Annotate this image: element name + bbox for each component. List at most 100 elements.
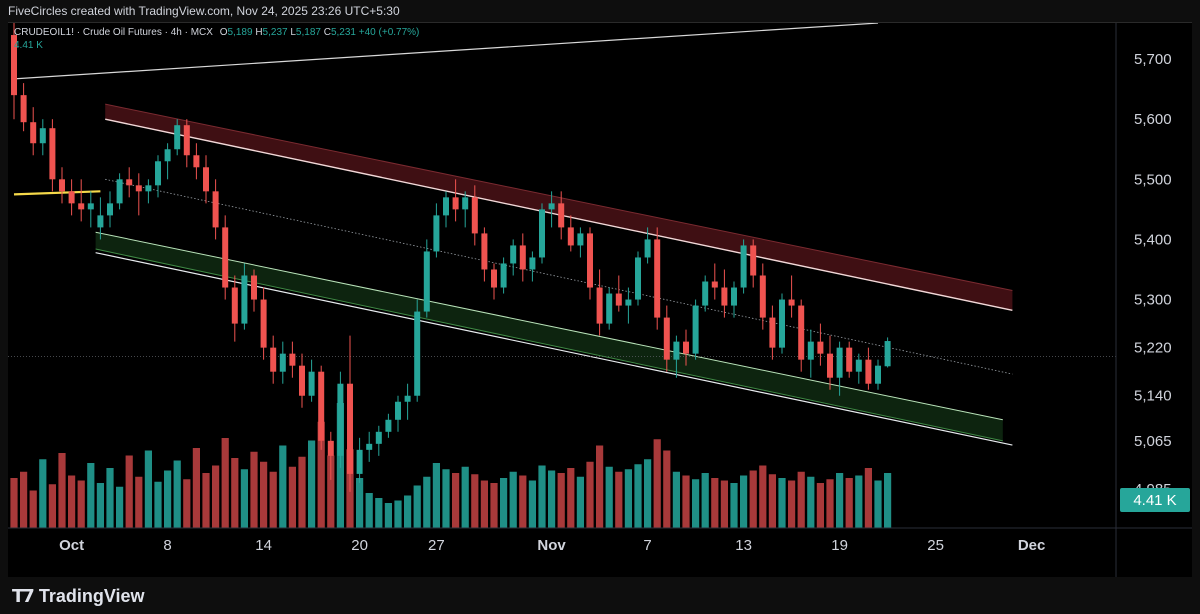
low-label: L [290, 27, 296, 38]
candle-body [183, 125, 190, 156]
volume-bar [788, 480, 796, 528]
candle-body [356, 449, 363, 474]
candle-body [567, 227, 574, 246]
candle-body [750, 245, 757, 276]
candle-body [491, 269, 497, 288]
candle-body [337, 383, 344, 456]
volume-bar [68, 475, 76, 528]
x-tick-label: 8 [163, 537, 171, 554]
y-tick-label: 5,220 [1134, 340, 1172, 357]
volume-bar [471, 474, 479, 528]
candle-body [519, 245, 526, 270]
volume-bar [250, 451, 258, 528]
volume-bar [701, 473, 709, 528]
volume-bar [490, 483, 498, 528]
candle-body [327, 440, 334, 456]
upper-band-top-line [105, 103, 1013, 292]
tradingview-logo[interactable]: T7 TradingView [12, 586, 145, 607]
candle-body [279, 353, 286, 372]
volume-bar [183, 479, 191, 528]
volume-bar [106, 468, 114, 528]
candle-body [241, 275, 248, 324]
candle-body [779, 299, 785, 348]
candle-body [807, 341, 814, 360]
volume-bar [164, 470, 172, 528]
volume-bar [519, 475, 527, 528]
volume-bar [692, 479, 700, 528]
candle-body [11, 35, 17, 96]
volume-bar [269, 471, 277, 528]
candle-body [299, 365, 305, 396]
candle-body [740, 245, 747, 288]
candle-body [347, 383, 353, 474]
candle-body [721, 287, 728, 306]
y-tick-label: 5,065 [1134, 433, 1172, 450]
candle-body [577, 233, 584, 246]
volume-bar [20, 471, 28, 528]
candle-body [731, 287, 737, 306]
volume-bar [404, 495, 412, 528]
volume-bar [624, 469, 632, 528]
volume-bar [749, 470, 757, 528]
x-tick-label: 19 [831, 537, 848, 554]
x-tick-label: 14 [255, 537, 272, 554]
volume-bar [461, 466, 469, 528]
candle-body [97, 215, 104, 228]
candle-body [404, 395, 411, 402]
candle-body [155, 161, 161, 186]
y-tick-label: 5,600 [1134, 111, 1172, 128]
brand-name: TradingView [38, 586, 145, 606]
volume-bar [759, 465, 767, 528]
volume-bar [672, 471, 680, 528]
candle-body [107, 203, 113, 216]
volume-bar [192, 448, 200, 528]
x-tick-label: 27 [428, 537, 445, 554]
footer-bar: T7 TradingView [0, 577, 1200, 614]
candle-body [375, 431, 382, 444]
candle-body [769, 317, 776, 348]
chart-area[interactable]: 5,700 5,600 5,500 5,400 5,300 5,220 5,140 5,065… [8, 22, 1192, 578]
candle-body [654, 239, 661, 318]
volume-bar [509, 471, 517, 528]
volume-bar [365, 493, 373, 528]
volume-bar [327, 455, 335, 528]
volume-bar [87, 463, 95, 528]
tradingview-logo-icon: T7 [12, 586, 35, 607]
volume-bar [576, 476, 584, 528]
long-trendline [13, 23, 879, 80]
volume-bar [663, 450, 671, 528]
symbol-legend: CRUDEOIL1! · Crude Oil Futures · 4h · MC… [14, 27, 419, 38]
high-label: H [255, 27, 263, 38]
channel-midline [105, 178, 1013, 375]
snapshot-caption: FiveCircles created with TradingView.com… [8, 4, 400, 18]
candle-body [443, 197, 449, 216]
candle-body [30, 122, 37, 144]
volume-bar [375, 498, 383, 528]
candle-body [395, 401, 401, 420]
candle-body [260, 299, 267, 348]
volume-bar [826, 479, 834, 528]
candle-body [212, 191, 219, 228]
candle-body [692, 305, 699, 354]
volume-badge-label: 4.41 K [1133, 492, 1176, 509]
candle-body [145, 185, 152, 192]
candle-body [827, 353, 833, 378]
candle-body [270, 347, 277, 372]
lower-channel-band [95, 232, 1003, 441]
volume-bar [154, 481, 162, 528]
candle-body [548, 203, 555, 210]
candle-body [318, 371, 325, 441]
candle-body [452, 197, 459, 210]
x-tick-label: 25 [927, 537, 944, 554]
candle-body [423, 251, 430, 312]
volume-legend: 4.41 K [14, 40, 43, 51]
volume-bar [384, 503, 392, 528]
price-chart[interactable]: 5,700 5,600 5,500 5,400 5,300 5,220 5,140 5,065… [8, 23, 1192, 578]
candle-body [788, 299, 795, 306]
candle-body [126, 179, 133, 186]
x-tick-label: 7 [643, 537, 651, 554]
candle-body [529, 257, 536, 270]
volume-bar [279, 445, 287, 528]
candle-body [539, 209, 545, 258]
